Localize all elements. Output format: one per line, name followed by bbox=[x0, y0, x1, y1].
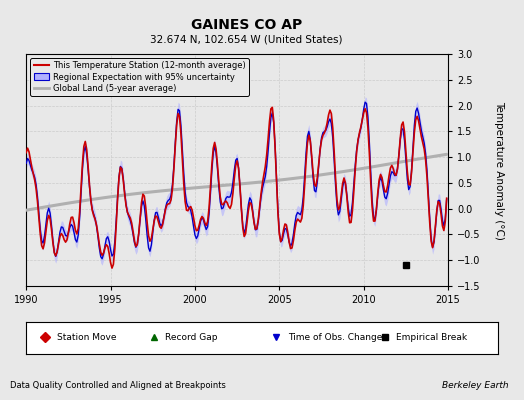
Text: Time of Obs. Change: Time of Obs. Change bbox=[288, 333, 383, 342]
Text: Empirical Break: Empirical Break bbox=[396, 333, 467, 342]
Text: Station Move: Station Move bbox=[57, 333, 116, 342]
Legend: This Temperature Station (12-month average), Regional Expectation with 95% uncer: This Temperature Station (12-month avera… bbox=[30, 58, 249, 96]
Text: Berkeley Earth: Berkeley Earth bbox=[442, 381, 508, 390]
Text: 32.674 N, 102.654 W (United States): 32.674 N, 102.654 W (United States) bbox=[150, 34, 343, 44]
Text: Record Gap: Record Gap bbox=[166, 333, 218, 342]
Text: GAINES CO AP: GAINES CO AP bbox=[191, 18, 302, 32]
Text: Data Quality Controlled and Aligned at Breakpoints: Data Quality Controlled and Aligned at B… bbox=[10, 381, 226, 390]
Y-axis label: Temperature Anomaly (°C): Temperature Anomaly (°C) bbox=[495, 100, 505, 240]
